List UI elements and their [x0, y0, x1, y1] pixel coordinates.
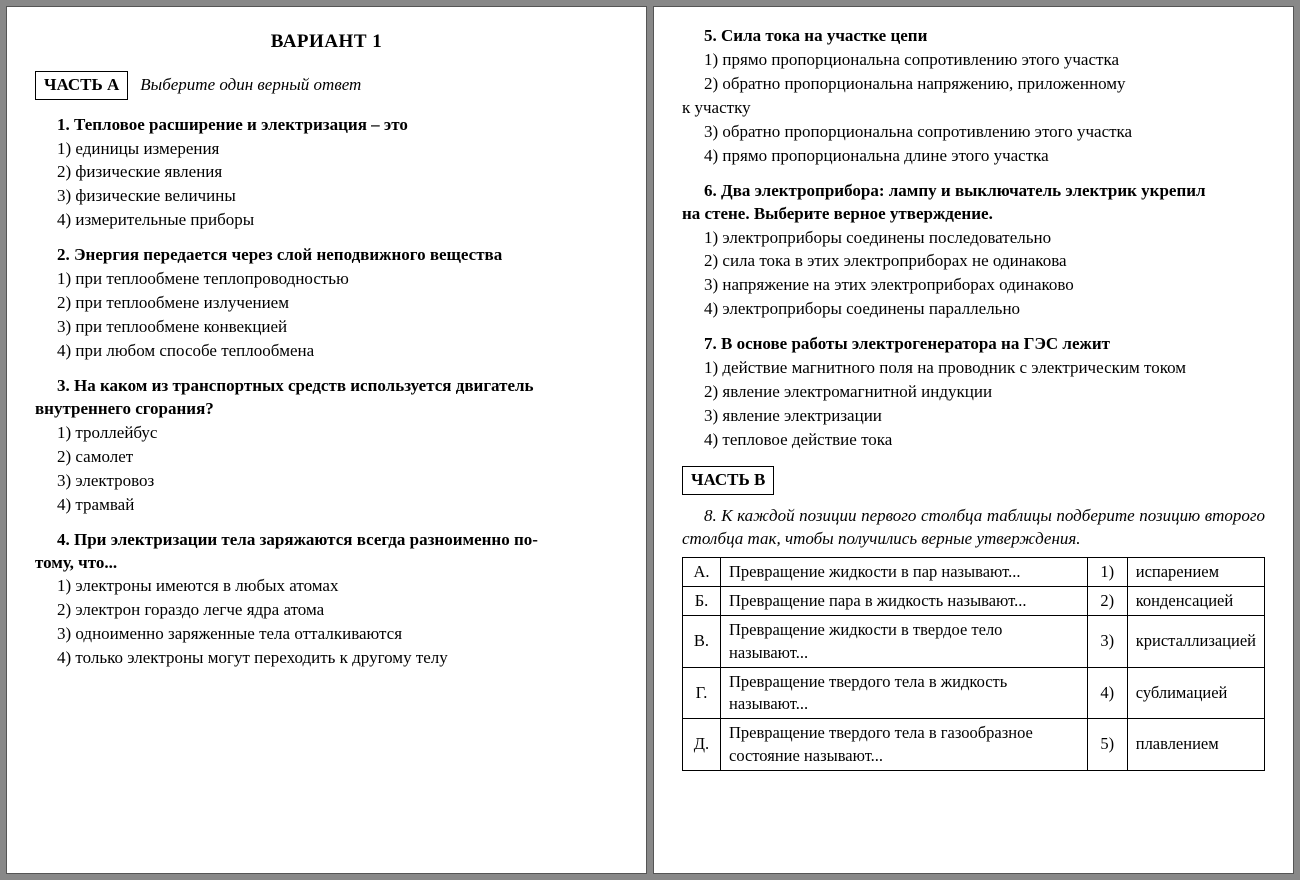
- question-1: 1. Тепловое расширение и электризация – …: [35, 114, 618, 233]
- q1-option-2: 2) физические явления: [57, 161, 618, 184]
- q5-option-1: 1) прямо пропорциональна сопротивлению э…: [704, 49, 1265, 72]
- q2-option-3: 3) при теплообмене конвекцией: [57, 316, 618, 339]
- q7-option-4: 4) тепловое действие тока: [704, 429, 1265, 452]
- q4-option-4: 4) только электроны могут переходить к д…: [57, 647, 618, 670]
- q3-option-1: 1) троллейбус: [57, 422, 618, 445]
- q6-options: 1) электроприборы соединены последовател…: [682, 227, 1265, 322]
- q8-right-text: испарением: [1127, 557, 1264, 586]
- q8-row: В.Превращение жидкости в твердое тело на…: [683, 616, 1265, 668]
- part-a-header: ЧАСТЬ А Выберите один верный ответ: [35, 71, 618, 100]
- q4-prompt-line2: тому, что...: [35, 552, 618, 575]
- question-3: 3. На каком из транспортных средств испо…: [35, 375, 618, 517]
- q8-right-text: сублимацией: [1127, 667, 1264, 719]
- question-2: 2. Энергия передается через слой неподви…: [35, 244, 618, 363]
- part-b-badge: ЧАСТЬ В: [682, 466, 774, 495]
- q8-right-num: 4): [1087, 667, 1127, 719]
- q3-option-3: 3) электровоз: [57, 470, 618, 493]
- q8-left-text: Превращение пара в жидкость называют...: [721, 587, 1088, 616]
- part-a-instruction: Выберите один верный ответ: [140, 74, 361, 97]
- q2-prompt: 2. Энергия передается через слой неподви…: [35, 244, 618, 267]
- q2-options: 1) при теплообмене теплопроводностью 2) …: [35, 268, 618, 363]
- q5-option-2b: к участку: [682, 97, 1265, 120]
- q8-table: А.Превращение жидкости в пар называют...…: [682, 557, 1265, 771]
- q8-left-label: А.: [683, 557, 721, 586]
- page-right: 5. Сила тока на участке цепи 1) прямо пр…: [653, 6, 1294, 874]
- document: ВАРИАНТ 1 ЧАСТЬ А Выберите один верный о…: [0, 0, 1300, 880]
- q4-option-2: 2) электрон гораздо легче ядра атома: [57, 599, 618, 622]
- q8-left-text: Превращение жидкости в твердое тело назы…: [721, 616, 1088, 668]
- q7-options: 1) действие магнитного поля на проводник…: [682, 357, 1265, 452]
- part-b-header: ЧАСТЬ В: [682, 466, 1265, 495]
- q8-right-text: конденсацией: [1127, 587, 1264, 616]
- q8-right-num: 2): [1087, 587, 1127, 616]
- q7-option-1: 1) действие магнитного поля на проводник…: [704, 357, 1265, 380]
- q8-row: А.Превращение жидкости в пар называют...…: [683, 557, 1265, 586]
- q8-row: Б.Превращение пара в жидкость называют..…: [683, 587, 1265, 616]
- q8-left-text: Превращение жидкости в пар называют...: [721, 557, 1088, 586]
- q8-left-text: Превращение твердого тела в жидкость наз…: [721, 667, 1088, 719]
- q7-option-3: 3) явление электризации: [704, 405, 1265, 428]
- q1-option-4: 4) измерительные приборы: [57, 209, 618, 232]
- q8-right-num: 3): [1087, 616, 1127, 668]
- q6-prompt-line2: на стене. Выберите верное утверждение.: [682, 203, 1265, 226]
- q6-option-1: 1) электроприборы соединены последовател…: [704, 227, 1265, 250]
- q1-prompt: 1. Тепловое расширение и электризация – …: [35, 114, 618, 137]
- page-left: ВАРИАНТ 1 ЧАСТЬ А Выберите один верный о…: [6, 6, 647, 874]
- q1-option-3: 3) физические величины: [57, 185, 618, 208]
- q4-option-1: 1) электроны имеются в любых атомах: [57, 575, 618, 598]
- q5-option-2a: 2) обратно пропорциональна напряжению, п…: [704, 73, 1265, 96]
- q8-right-text: кристаллизацией: [1127, 616, 1264, 668]
- q8-right-text: плавлением: [1127, 719, 1264, 771]
- q8-left-label: В.: [683, 616, 721, 668]
- variant-title: ВАРИАНТ 1: [35, 29, 618, 55]
- q1-option-1: 1) единицы измерения: [57, 138, 618, 161]
- q8-row: Г.Превращение твердого тела в жидкость н…: [683, 667, 1265, 719]
- q8-right-num: 1): [1087, 557, 1127, 586]
- q8-row: Д.Превращение твердого тела в газообразн…: [683, 719, 1265, 771]
- q4-options: 1) электроны имеются в любых атомах 2) э…: [35, 575, 618, 670]
- q8-right-num: 5): [1087, 719, 1127, 771]
- q8-left-label: Д.: [683, 719, 721, 771]
- q8-left-text: Превращение твердого тела в газообразное…: [721, 719, 1088, 771]
- question-6: 6. Два электроприбора: лампу и выключате…: [682, 180, 1265, 322]
- q3-options: 1) троллейбус 2) самолет 3) электровоз 4…: [35, 422, 618, 517]
- q3-prompt-line1: 3. На каком из транспортных средств испо…: [35, 375, 618, 398]
- q6-prompt-line1: 6. Два электроприбора: лампу и выключате…: [682, 180, 1265, 203]
- q4-option-3: 3) одноименно заряженные тела отталкиваю…: [57, 623, 618, 646]
- q5-option-4: 4) прямо пропорциональна длине этого уча…: [704, 145, 1265, 168]
- q8-instruction: 8. К каждой позиции первого столбца табл…: [682, 505, 1265, 551]
- question-7: 7. В основе работы электрогенератора на …: [682, 333, 1265, 452]
- q6-option-4: 4) электроприборы соединены параллельно: [704, 298, 1265, 321]
- question-5: 5. Сила тока на участке цепи 1) прямо пр…: [682, 25, 1265, 168]
- q7-prompt: 7. В основе работы электрогенератора на …: [682, 333, 1265, 356]
- q8-left-label: Б.: [683, 587, 721, 616]
- q5-options: 1) прямо пропорциональна сопротивлению э…: [682, 49, 1265, 96]
- q5-option-3: 3) обратно пропорциональна сопротивлению…: [704, 121, 1265, 144]
- q2-option-1: 1) при теплообмене теплопроводностью: [57, 268, 618, 291]
- q5-prompt: 5. Сила тока на участке цепи: [682, 25, 1265, 48]
- q6-option-3: 3) напряжение на этих электроприборах од…: [704, 274, 1265, 297]
- q6-option-2: 2) сила тока в этих электроприборах не о…: [704, 250, 1265, 273]
- q8-left-label: Г.: [683, 667, 721, 719]
- q1-options: 1) единицы измерения 2) физические явлен…: [35, 138, 618, 233]
- q4-prompt-line1: 4. При электризации тела заряжаются всег…: [35, 529, 618, 552]
- q3-option-4: 4) трамвай: [57, 494, 618, 517]
- question-4: 4. При электризации тела заряжаются всег…: [35, 529, 618, 671]
- q7-option-2: 2) явление электромагнитной индукции: [704, 381, 1265, 404]
- q2-option-2: 2) при теплообмене излучением: [57, 292, 618, 315]
- q3-option-2: 2) самолет: [57, 446, 618, 469]
- part-a-badge: ЧАСТЬ А: [35, 71, 128, 100]
- q3-prompt-line2: внутреннего сгорания?: [35, 398, 618, 421]
- q2-option-4: 4) при любом способе теплообмена: [57, 340, 618, 363]
